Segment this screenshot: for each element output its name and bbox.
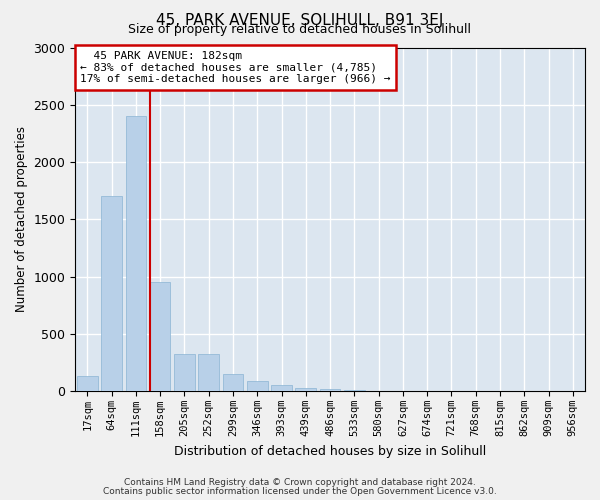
Text: Contains public sector information licensed under the Open Government Licence v3: Contains public sector information licen…	[103, 487, 497, 496]
Bar	[295, 388, 316, 391]
Bar	[271, 384, 292, 391]
Bar	[77, 376, 98, 391]
Bar	[150, 282, 170, 391]
Bar	[247, 380, 268, 391]
Bar	[199, 354, 219, 391]
Y-axis label: Number of detached properties: Number of detached properties	[15, 126, 28, 312]
X-axis label: Distribution of detached houses by size in Solihull: Distribution of detached houses by size …	[174, 444, 486, 458]
Text: 45, PARK AVENUE, SOLIHULL, B91 3EJ: 45, PARK AVENUE, SOLIHULL, B91 3EJ	[157, 12, 443, 28]
Bar	[174, 354, 195, 391]
Text: Size of property relative to detached houses in Solihull: Size of property relative to detached ho…	[128, 22, 472, 36]
Bar	[344, 390, 365, 391]
Bar	[223, 374, 243, 391]
Bar	[125, 116, 146, 391]
Bar	[320, 389, 340, 391]
Bar	[101, 196, 122, 391]
Text: Contains HM Land Registry data © Crown copyright and database right 2024.: Contains HM Land Registry data © Crown c…	[124, 478, 476, 487]
Text: 45 PARK AVENUE: 182sqm
← 83% of detached houses are smaller (4,785)
17% of semi-: 45 PARK AVENUE: 182sqm ← 83% of detached…	[80, 51, 391, 84]
